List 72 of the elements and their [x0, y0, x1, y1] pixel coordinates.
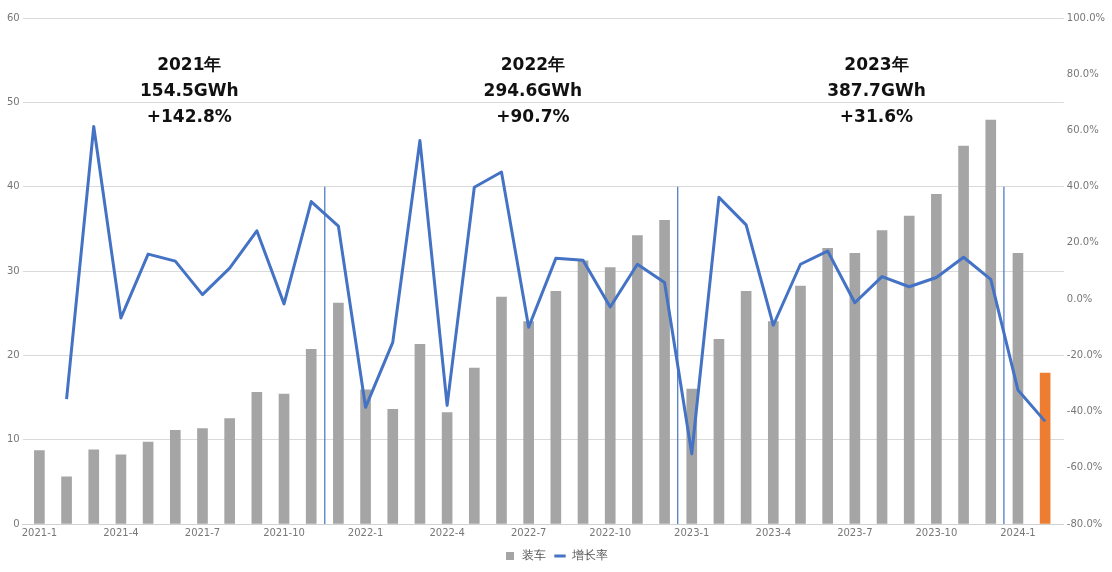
- y2-tick-label: -60.0%: [1066, 461, 1103, 473]
- bar: [414, 344, 426, 524]
- y-tick-label: 0: [13, 517, 20, 529]
- x-tick-label: 2023-1: [674, 526, 710, 538]
- bar: [985, 119, 997, 524]
- x-tick-label: 2021-7: [184, 526, 221, 538]
- bar: [822, 247, 833, 524]
- bar: [523, 321, 534, 524]
- bar: [333, 302, 344, 524]
- bar: [931, 193, 942, 524]
- x-tick-label: 2021-10: [263, 526, 305, 538]
- bar: [659, 220, 670, 524]
- y-tick-label: 60: [6, 11, 20, 23]
- x-tick-label: 2021-4: [103, 526, 139, 538]
- bar: [1012, 252, 1024, 524]
- y2-tick-label: -80.0%: [1066, 517, 1103, 529]
- y-tick-label: 30: [6, 264, 20, 276]
- y-tick-label: 10: [6, 433, 20, 445]
- bar: [713, 338, 725, 524]
- bar: [632, 235, 643, 524]
- x-tick-label: 2024-1: [1000, 526, 1036, 538]
- y-tick-label: 40: [6, 180, 20, 192]
- bar: [305, 349, 317, 524]
- bar: [88, 449, 100, 524]
- annotation: 2021年 154.5GWh +142.8%: [140, 54, 239, 127]
- bar: [61, 476, 72, 524]
- bar: [767, 321, 779, 524]
- bar: [577, 260, 589, 524]
- annotation: 2023年 387.7GWh +31.6%: [827, 54, 926, 127]
- bar: [876, 230, 888, 524]
- bar: [169, 430, 181, 524]
- bar: [740, 290, 752, 524]
- y-tick-label: 50: [6, 95, 20, 107]
- bar: [251, 392, 263, 524]
- legend-label: 增长率: [571, 548, 608, 563]
- bar: [278, 393, 290, 524]
- bar: [34, 450, 45, 524]
- bar: [903, 215, 915, 524]
- y2-tick-label: 60.0%: [1066, 124, 1099, 136]
- bar: [496, 296, 507, 524]
- y2-tick-label: 100.0%: [1066, 11, 1106, 23]
- x-tick-label: 2022-7: [510, 526, 547, 538]
- x-tick-label: 2023-4: [755, 526, 792, 538]
- x-tick-label: 2022-4: [429, 526, 465, 538]
- bar: [197, 428, 208, 524]
- y2-tick-label: 20.0%: [1066, 236, 1099, 248]
- bar: [849, 252, 861, 524]
- y2-tick-label: -40.0%: [1066, 405, 1103, 417]
- bar: [441, 412, 453, 524]
- bar: [142, 441, 154, 524]
- x-tick-label: 2022-1: [347, 526, 384, 538]
- bar: [468, 367, 480, 524]
- bar: [387, 408, 399, 524]
- bar: [550, 290, 562, 524]
- x-tick-label: 2022-10: [589, 526, 632, 538]
- bar: [604, 267, 616, 524]
- bar: [958, 145, 969, 524]
- annotation: 2022年 294.6GWh +90.7%: [483, 54, 583, 127]
- y-tick-label: 20: [6, 348, 20, 360]
- bar: [224, 418, 235, 524]
- x-tick-label: 2021-1: [21, 526, 58, 538]
- legend-label: 装车: [522, 548, 546, 563]
- bar: [795, 285, 806, 524]
- bar: [360, 389, 371, 524]
- bar: [1039, 372, 1051, 524]
- x-tick-label: 2023-10: [915, 526, 958, 538]
- y2-tick-label: 40.0%: [1066, 180, 1099, 192]
- bar: [115, 454, 127, 524]
- y2-tick-label: 0.0%: [1066, 292, 1093, 304]
- x-tick-label: 2023-7: [837, 526, 873, 538]
- y2-tick-label: -20.0%: [1066, 348, 1103, 360]
- y2-tick-label: 80.0%: [1066, 67, 1099, 79]
